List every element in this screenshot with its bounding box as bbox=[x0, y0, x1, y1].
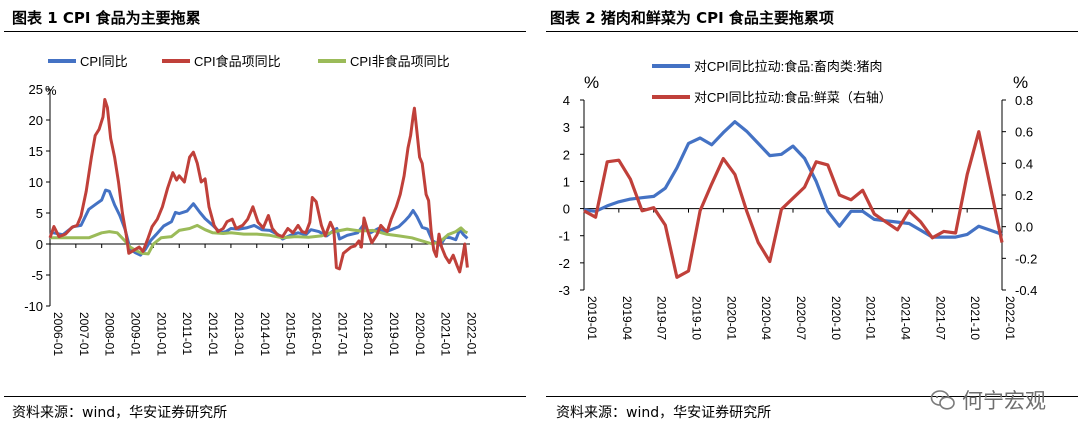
x-tick-label: 2017-01 bbox=[335, 312, 349, 356]
x-tick-label: 2012-01 bbox=[206, 312, 220, 356]
figure1-source: 资料来源：wind，华安证券研究所 bbox=[12, 405, 228, 421]
x-tick-label: 2013-01 bbox=[232, 312, 246, 356]
x-tick-label: 2020-01 bbox=[413, 312, 427, 356]
y-tick-label: 10 bbox=[29, 175, 43, 190]
y-axis-unit-right: % bbox=[1013, 73, 1028, 92]
y-tick-label: 5 bbox=[36, 206, 43, 221]
y-tick-label: 0 bbox=[36, 237, 43, 252]
y-tick-label: 25 bbox=[29, 82, 43, 97]
figure2-source: 资料来源：wind，华安证券研究所 bbox=[556, 405, 772, 421]
x-tick-label: 2021-04 bbox=[899, 296, 913, 340]
x-tick-label: 2015-01 bbox=[284, 312, 298, 356]
y-tick-label-left: 0 bbox=[563, 202, 570, 217]
legend-label: CPI同比 bbox=[80, 54, 128, 69]
x-tick-label: 2019-10 bbox=[690, 296, 704, 340]
figure2-bottom-rule bbox=[546, 396, 1078, 397]
y-tick-label-right: 0.6 bbox=[1015, 125, 1033, 140]
y-tick-label: -10 bbox=[24, 299, 43, 314]
x-tick-label: 2021-01 bbox=[439, 312, 453, 356]
x-tick-label: 2011-01 bbox=[180, 312, 194, 355]
y-tick-label: -5 bbox=[31, 268, 43, 283]
y-tick-label-left: 3 bbox=[563, 120, 570, 135]
x-tick-label: 2010-01 bbox=[154, 312, 168, 356]
figure1-top-rule bbox=[4, 31, 526, 32]
y-tick-label-right: 0.4 bbox=[1015, 156, 1033, 171]
watermark-text: 何宁宏观 bbox=[962, 389, 1046, 413]
y-tick-label: 15 bbox=[29, 144, 43, 159]
y-tick-label-right: 0.8 bbox=[1015, 93, 1033, 108]
x-tick-label: 2006-01 bbox=[51, 312, 65, 356]
series-line-red bbox=[583, 130, 1004, 279]
y-tick-label-right: 0.2 bbox=[1015, 188, 1033, 203]
series-line-red bbox=[48, 98, 469, 274]
figure1-chart: -10 -5 0 5 10 15 20 25 % 2006-01 2007-01 2008-01 200… bbox=[24, 54, 479, 356]
legend-label: CPI食品项同比 bbox=[194, 54, 281, 69]
wechat-icon bbox=[930, 390, 955, 410]
series-line-blue bbox=[583, 120, 1003, 239]
x-tick-label: 2021-10 bbox=[968, 296, 982, 340]
x-tick-label: 2021-01 bbox=[864, 296, 878, 340]
x-tick-label: 2019-01 bbox=[585, 296, 599, 340]
y-axis-unit: % bbox=[45, 83, 57, 98]
y-tick-label-right: -0.2 bbox=[1015, 251, 1037, 266]
y-tick-label-left: 4 bbox=[563, 93, 570, 108]
x-tick-label: 2016-01 bbox=[309, 312, 323, 356]
x-tick-label: 2014-01 bbox=[258, 312, 272, 356]
figure2-top-rule bbox=[546, 31, 1078, 32]
x-tick-label: 2020-01 bbox=[724, 296, 738, 340]
figure2-chart: -3 -2 -1 0 1 2 3 4 -0.4 -0.2 0.0 0.2 0.4 0.6 0.8% % 2019… bbox=[558, 59, 1037, 340]
y-tick-label-left: -1 bbox=[558, 229, 570, 244]
x-tick-label: 2019-07 bbox=[655, 296, 669, 340]
x-tick-label: 2018-01 bbox=[361, 312, 375, 356]
legend-label: 对CPI同比拉动:食品:畜肉类:猪肉 bbox=[694, 59, 883, 74]
x-tick-label: 2022-01 bbox=[465, 312, 479, 356]
x-tick-label: 2020-10 bbox=[829, 296, 843, 340]
y-tick-label-left: 2 bbox=[563, 147, 570, 162]
y-tick-label-left: 1 bbox=[563, 174, 570, 189]
figure1-title: 图表 1 CPI 食品为主要拖累 bbox=[12, 9, 201, 27]
x-tick-label: 2020-07 bbox=[794, 296, 808, 340]
y-tick-label-right: 0.0 bbox=[1015, 220, 1033, 235]
watermark: 何宁宏观 bbox=[930, 385, 1046, 415]
x-tick-label: 2008-01 bbox=[103, 312, 117, 356]
legend-label: CPI非食品项同比 bbox=[350, 54, 450, 69]
figure1-bottom-rule bbox=[4, 396, 526, 397]
x-tick-label: 2009-01 bbox=[129, 312, 143, 356]
y-tick-label: 20 bbox=[29, 113, 43, 128]
figure2-title: 图表 2 猪肉和鲜菜为 CPI 食品主要拖累项 bbox=[550, 9, 834, 27]
x-tick-label: 2007-01 bbox=[77, 312, 91, 356]
y-tick-label-right: -0.4 bbox=[1015, 283, 1037, 298]
x-tick-label: 2021-07 bbox=[933, 296, 947, 340]
x-tick-label: 2019-01 bbox=[387, 312, 401, 356]
x-tick-label: 2022-01 bbox=[1003, 296, 1017, 340]
y-tick-label-left: -2 bbox=[558, 256, 570, 271]
y-axis-unit-left: % bbox=[584, 73, 599, 92]
x-tick-label: 2019-04 bbox=[620, 296, 634, 340]
y-tick-label-left: -3 bbox=[558, 283, 570, 298]
x-tick-label: 2020-04 bbox=[759, 296, 773, 340]
legend-label: 对CPI同比拉动:食品:鲜菜（右轴） bbox=[694, 90, 892, 105]
